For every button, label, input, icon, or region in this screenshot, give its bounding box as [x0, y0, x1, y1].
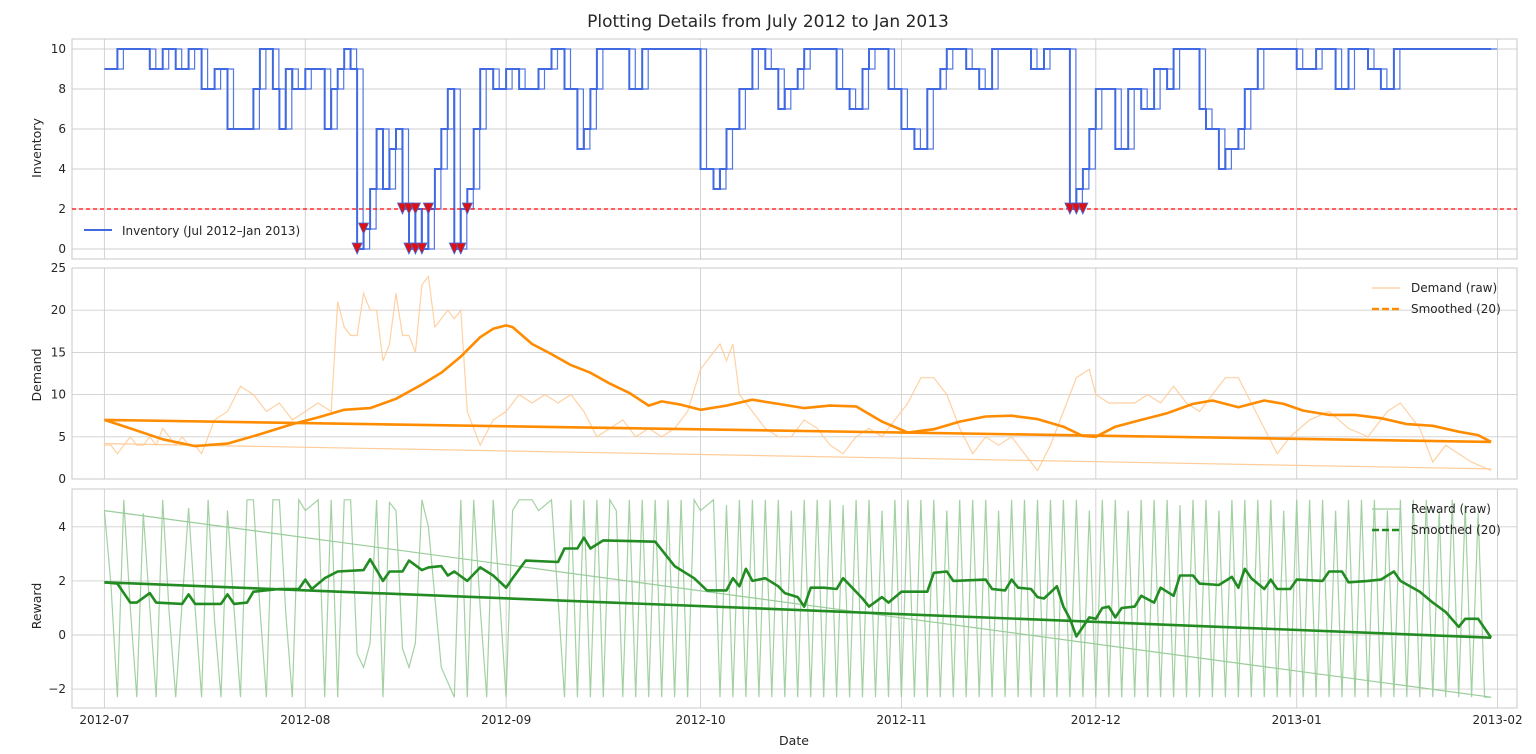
- x-tick-label: 2013-01: [1272, 713, 1322, 727]
- panel-frame-demand: [71, 267, 1518, 480]
- stockout-marker: [461, 202, 473, 215]
- stockout-marker: [351, 242, 363, 255]
- inventory-line-shadow: [110, 48, 1498, 250]
- y-tick-label: 15: [51, 345, 66, 359]
- y-tick-label: 0: [58, 472, 66, 486]
- y-tick-label: 2: [58, 202, 66, 216]
- y-axis-label-demand: Demand: [29, 348, 44, 401]
- y-tick-label: 6: [58, 122, 66, 136]
- x-tick-label: 2012-12: [1071, 713, 1121, 727]
- series-group-inventory: [72, 48, 1517, 255]
- stockout-marker: [409, 202, 422, 215]
- demand-raw-trend: [104, 443, 1492, 470]
- demand-smoothed-trend: [104, 418, 1492, 444]
- series-group-demand: [103, 274, 1492, 472]
- x-tick-label: 2012-08: [280, 713, 330, 727]
- panel-frame-inventory: [71, 38, 1518, 260]
- panel-frame-reward: [71, 488, 1518, 709]
- stockout-marker: [357, 222, 370, 235]
- legend-label-inventory: Inventory (Jul 2012–Jan 2013): [122, 224, 300, 238]
- y-axis-label-inventory: Inventory: [29, 118, 44, 178]
- x-tick-label: 2012-07: [79, 713, 129, 727]
- demand-raw-line: [104, 274, 1492, 472]
- y-tick-label: 10: [51, 42, 66, 56]
- y-tick-label: 25: [51, 261, 66, 275]
- series-group-reward: [103, 497, 1493, 698]
- demand-smoothed-line: [103, 324, 1492, 448]
- y-tick-label: 10: [51, 388, 66, 402]
- stockout-marker: [422, 202, 435, 215]
- x-tick-label: 2012-10: [675, 713, 725, 727]
- legend-label-smoothed-demand: Smoothed (20): [1411, 302, 1501, 316]
- y-tick-label: 2: [58, 574, 66, 588]
- y-tick-label: 20: [51, 303, 66, 317]
- x-axis-label: Date: [779, 733, 809, 748]
- y-tick-label: 0: [58, 628, 66, 642]
- stockout-marker: [1077, 202, 1089, 215]
- stockout-marker: [455, 242, 467, 255]
- chart-title: Plotting Details from July 2012 to Jan 2…: [587, 12, 949, 32]
- y-tick-label: 8: [58, 82, 66, 96]
- inventory-line: [104, 48, 1492, 250]
- legend-label-raw-reward: Reward (raw): [1411, 502, 1491, 516]
- reward-raw-trend: [104, 510, 1492, 698]
- stockout-marker: [416, 242, 428, 255]
- y-tick-label: 4: [58, 162, 66, 176]
- y-tick-label: 5: [58, 430, 66, 444]
- x-tick-label: 2013-02: [1472, 713, 1522, 727]
- legend-label-smoothed-reward: Smoothed (20): [1411, 523, 1501, 537]
- reward-smoothed-trend: [104, 581, 1492, 639]
- plot-layer: 0 2 4 6 8 10 Inventory (Jul 2012–Jan 2013) 0 5 10…: [48, 38, 1523, 727]
- y-axis-label-reward: Reward: [29, 583, 44, 630]
- y-tick-label: 0: [58, 242, 66, 256]
- y-tick-label: 4: [58, 520, 66, 534]
- legend-label-raw-demand: Demand (raw): [1411, 281, 1497, 295]
- y-tick-label: −2: [48, 682, 66, 696]
- reward-smoothed-line: [104, 536, 1493, 639]
- x-tick-label: 2012-09: [481, 713, 531, 727]
- reward-raw-line: [103, 497, 1492, 698]
- x-tick-label: 2012-11: [876, 713, 926, 727]
